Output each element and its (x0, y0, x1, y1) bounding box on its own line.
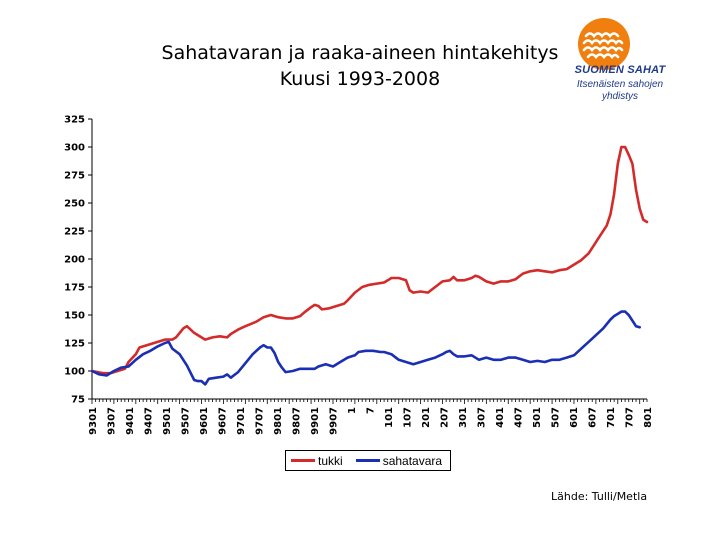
x-tick-label: 9401 (125, 407, 136, 435)
y-tick-label: 275 (64, 171, 85, 182)
logo-subtitle-line-2: yhdistys (601, 91, 639, 102)
x-tick-label: 9801 (273, 407, 284, 435)
series-line-sahatavara (90, 310, 642, 386)
source-note: Lähde: Tulli/Metla (551, 490, 648, 503)
logo-name: SUOMEN SAHAT (574, 64, 666, 76)
y-tick-label: 325 (64, 115, 85, 126)
y-tick-label: 100 (64, 367, 85, 378)
y-tick-label: 200 (64, 255, 85, 266)
logo-subtitle: Itsenäisten sahojen yhdistys (560, 79, 680, 103)
chart-title-line-2: Kuusi 1993-2008 (279, 68, 441, 90)
x-tick-label: 407 (514, 407, 525, 428)
x-tick-label: 601 (569, 407, 580, 428)
sun-logo-icon (578, 18, 630, 70)
x-tick-label: 801 (643, 407, 654, 428)
x-tick-label: 9707 (255, 407, 266, 435)
x-tick-label: 401 (495, 407, 506, 428)
x-tick-label: 9907 (329, 407, 340, 435)
x-tick-label: 701 (606, 407, 617, 428)
logo-subtitle-line-1: Itsenäisten sahojen (576, 79, 664, 90)
x-tick-label: 9701 (236, 407, 247, 435)
legend-item-tukki: tukki (291, 454, 351, 468)
legend-item-sahatavara: sahatavara (355, 453, 450, 468)
chart-title: Sahatavaran ja raaka-aineen hintakehitys… (100, 40, 620, 92)
x-tick-label: 201 (421, 407, 432, 428)
y-tick-label: 250 (64, 199, 85, 210)
y-tick-label: 150 (64, 311, 85, 322)
x-tick-label: 9601 (199, 407, 210, 435)
x-tick-label: 9807 (292, 407, 303, 435)
x-tick-label: 107 (403, 407, 414, 428)
x-tick-label: 9407 (144, 407, 155, 435)
legend-swatch-tukki (291, 459, 315, 462)
y-tick-label: 175 (64, 283, 85, 294)
x-tick-label: 9901 (310, 407, 321, 435)
x-tick-label: 9507 (181, 407, 192, 435)
x-tick-label: 7 (366, 407, 377, 414)
x-tick-label: 301 (458, 407, 469, 428)
legend-label-tukki: tukki (318, 453, 343, 468)
x-tick-label: 101 (384, 407, 395, 428)
x-tick-label: 9307 (107, 407, 118, 435)
x-tick-label: 307 (477, 407, 488, 428)
y-tick-label: 300 (64, 143, 85, 154)
legend-label-sahatavara: sahatavara (382, 453, 443, 468)
chart-title-line-1: Sahatavaran ja raaka-aineen hintakehitys (161, 42, 559, 64)
y-tick-label: 225 (64, 227, 85, 238)
x-tick-label: 501 (532, 407, 543, 428)
x-tick-label: 9301 (88, 407, 99, 435)
x-tick-label: 207 (440, 407, 451, 428)
x-tick-label: 1 (347, 407, 358, 414)
series-line-tukki (90, 145, 649, 375)
y-tick-label: 75 (71, 395, 85, 406)
x-tick-label: 9607 (218, 407, 229, 435)
x-tick-label: 9501 (162, 407, 173, 435)
y-tick-label: 125 (64, 339, 85, 350)
chart-legend: tukki sahatavara (285, 450, 451, 471)
x-tick-label: 507 (551, 407, 562, 428)
x-tick-label: 707 (625, 407, 636, 428)
x-tick-label: 607 (588, 407, 599, 428)
legend-swatch-sahatavara (355, 459, 380, 462)
